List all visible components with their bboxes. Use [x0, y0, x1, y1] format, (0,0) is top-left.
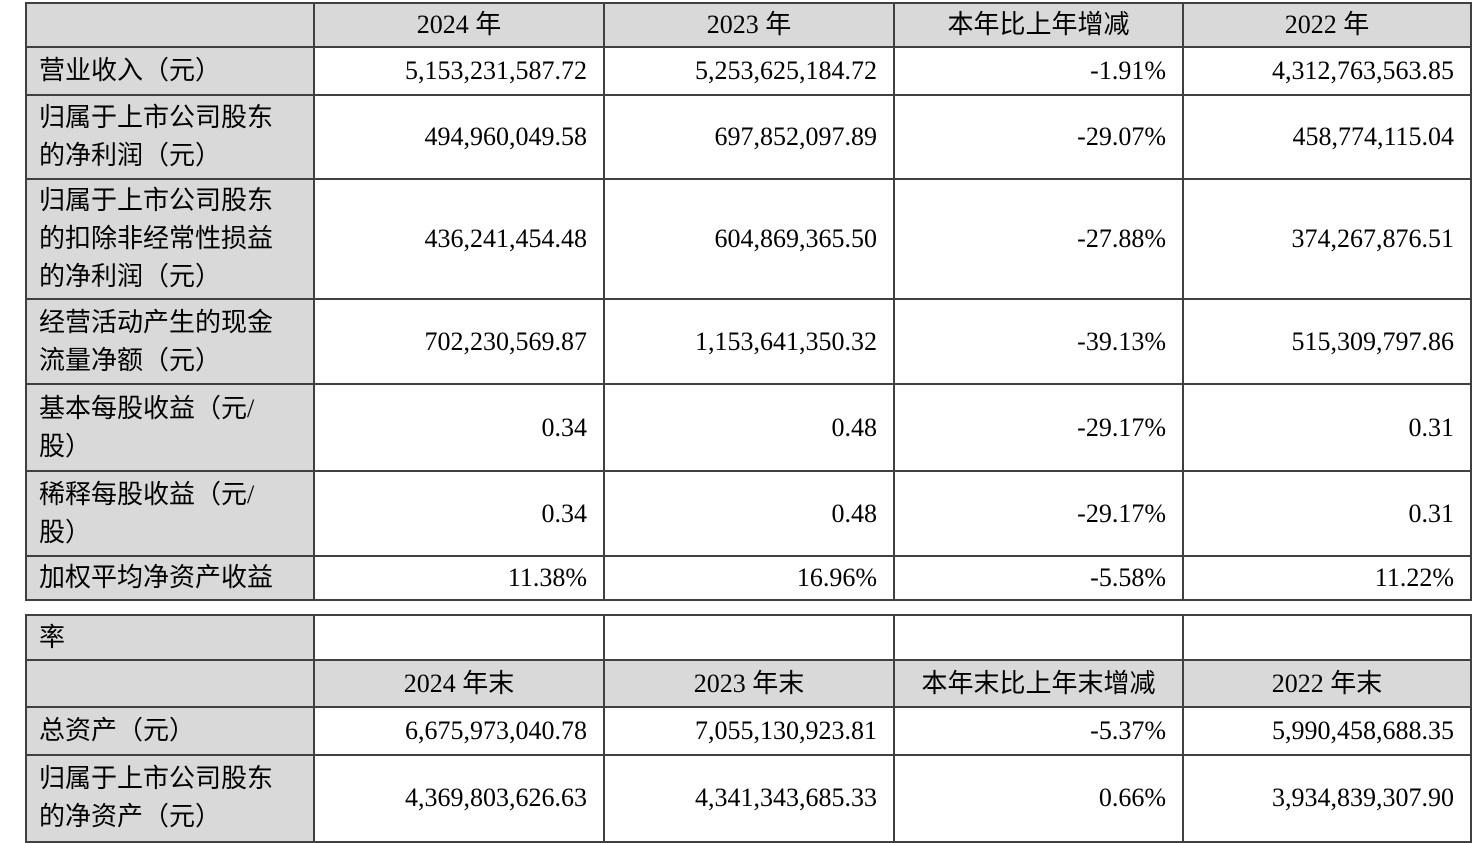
value-cell: 4,312,763,563.85: [1182, 46, 1472, 96]
header-yearend-change: 本年末比上年末增减: [893, 659, 1184, 708]
empty-cell: [603, 614, 895, 661]
value-cell: 3,934,839,307.90: [1182, 754, 1472, 843]
value-cell: -27.88%: [893, 178, 1184, 300]
header-2024: 2024 年: [313, 2, 605, 48]
value-cell: 5,990,458,688.35: [1182, 706, 1472, 756]
value-cell: 1,153,641,350.32: [603, 298, 895, 385]
row-label-diluted-eps: 稀释每股收益（元/ 股）: [25, 470, 315, 557]
value-cell: -1.91%: [893, 46, 1184, 96]
header-2024-yearend: 2024 年末: [313, 659, 605, 708]
value-cell: 0.48: [603, 470, 895, 557]
value-cell: -29.07%: [893, 94, 1184, 180]
value-cell: 7,055,130,923.81: [603, 706, 895, 756]
value-cell: 4,341,343,685.33: [603, 754, 895, 843]
value-cell: 458,774,115.04: [1182, 94, 1472, 180]
key-financials-table-part1: 2024 年 2023 年 本年比上年增减 2022 年 营业收入（元） 5,1…: [25, 2, 1472, 601]
value-cell: -29.17%: [893, 383, 1184, 472]
value-cell: 16.96%: [603, 555, 895, 601]
table-row: 加权平均净资产收益 11.38% 16.96% -5.58% 11.22%: [25, 555, 1472, 601]
value-cell: 4,369,803,626.63: [313, 754, 605, 843]
header-2023-yearend: 2023 年末: [603, 659, 895, 708]
header-blank-cell: [25, 659, 315, 708]
header-2022: 2022 年: [1182, 2, 1472, 48]
value-cell: 604,869,365.50: [603, 178, 895, 300]
row-label-total-assets: 总资产（元）: [25, 706, 315, 756]
value-cell: 436,241,454.48: [313, 178, 605, 300]
row-label-revenue: 营业收入（元）: [25, 46, 315, 96]
row-label-net-profit: 归属于上市公司股东 的净利润（元）: [25, 94, 315, 180]
value-cell: -5.37%: [893, 706, 1184, 756]
value-cell: 374,267,876.51: [1182, 178, 1472, 300]
value-cell: -29.17%: [893, 470, 1184, 557]
value-cell: 5,253,625,184.72: [603, 46, 895, 96]
empty-cell: [313, 614, 605, 661]
table-row: 归属于上市公司股东 的净利润（元） 494,960,049.58 697,852…: [25, 94, 1472, 180]
value-cell: 515,309,797.86: [1182, 298, 1472, 385]
empty-cell: [1182, 614, 1472, 661]
value-cell: 0.34: [313, 383, 605, 472]
header-blank-cell: [25, 2, 315, 48]
value-cell: 0.34: [313, 470, 605, 557]
row-label-roe-continuation: 率: [25, 614, 315, 661]
header-2023: 2023 年: [603, 2, 895, 48]
table-row: 基本每股收益（元/ 股） 0.34 0.48 -29.17% 0.31: [25, 383, 1472, 472]
value-cell: 0.31: [1182, 383, 1472, 472]
value-cell: -39.13%: [893, 298, 1184, 385]
table-row: 稀释每股收益（元/ 股） 0.34 0.48 -29.17% 0.31: [25, 470, 1472, 557]
value-cell: 702,230,569.87: [313, 298, 605, 385]
header-2022-yearend: 2022 年末: [1182, 659, 1472, 708]
continuation-row: 率: [25, 614, 1472, 661]
table-row: 归属于上市公司股东 的净资产（元） 4,369,803,626.63 4,341…: [25, 754, 1472, 843]
table-row: 总资产（元） 6,675,973,040.78 7,055,130,923.81…: [25, 706, 1472, 756]
value-cell: 494,960,049.58: [313, 94, 605, 180]
value-cell: 0.31: [1182, 470, 1472, 557]
table-row: 归属于上市公司股东 的扣除非经常性损益 的净利润（元） 436,241,454.…: [25, 178, 1472, 300]
row-label-basic-eps: 基本每股收益（元/ 股）: [25, 383, 315, 472]
empty-cell: [893, 614, 1184, 661]
value-cell: 0.66%: [893, 754, 1184, 843]
header-yoy-change: 本年比上年增减: [893, 2, 1184, 48]
key-financials-table-part2: 率 2024 年末 2023 年末 本年末比上年末增减 2022 年末 总资产（…: [25, 614, 1472, 843]
table-row: 经营活动产生的现金 流量净额（元） 702,230,569.87 1,153,6…: [25, 298, 1472, 385]
value-cell: -5.58%: [893, 555, 1184, 601]
table2-header-row: 2024 年末 2023 年末 本年末比上年末增减 2022 年末: [25, 659, 1472, 708]
row-label-operating-cash-flow: 经营活动产生的现金 流量净额（元）: [25, 298, 315, 385]
value-cell: 11.38%: [313, 555, 605, 601]
value-cell: 6,675,973,040.78: [313, 706, 605, 756]
table-row: 营业收入（元） 5,153,231,587.72 5,253,625,184.7…: [25, 46, 1472, 96]
value-cell: 0.48: [603, 383, 895, 472]
row-label-weighted-avg-roe: 加权平均净资产收益: [25, 555, 315, 601]
row-label-net-profit-excl-nonrecurring: 归属于上市公司股东 的扣除非经常性损益 的净利润（元）: [25, 178, 315, 300]
value-cell: 11.22%: [1182, 555, 1472, 601]
value-cell: 5,153,231,587.72: [313, 46, 605, 96]
value-cell: 697,852,097.89: [603, 94, 895, 180]
table1-header-row: 2024 年 2023 年 本年比上年增减 2022 年: [25, 2, 1472, 48]
row-label-net-assets: 归属于上市公司股东 的净资产（元）: [25, 754, 315, 843]
